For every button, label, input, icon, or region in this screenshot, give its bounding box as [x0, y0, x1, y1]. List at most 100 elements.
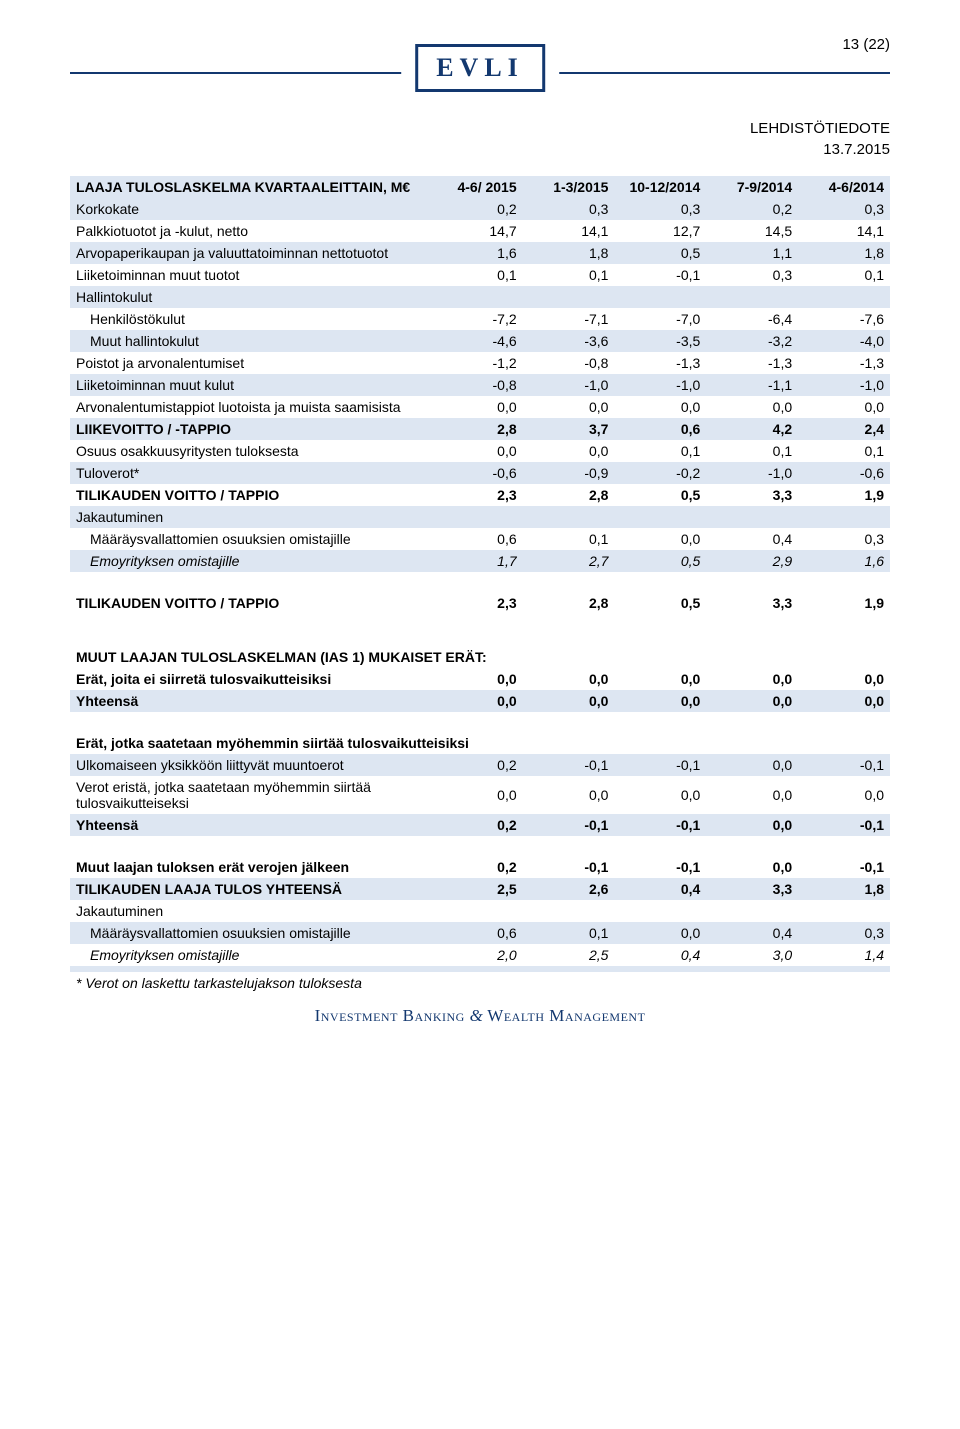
cell-value: 0,4: [614, 944, 706, 966]
cell-value: -1,0: [614, 374, 706, 396]
cell-value: 0,0: [798, 690, 890, 712]
row-label: TILIKAUDEN LAAJA TULOS YHTEENSÄ: [70, 878, 431, 900]
page: 13 (22) EVLI LEHDISTÖTIEDOTE 13.7.2015 L…: [0, 0, 960, 1054]
cell-value: 0,0: [614, 668, 706, 690]
cell-value: 2,7: [523, 550, 615, 572]
table-row: Hallintokulut: [70, 286, 890, 308]
cell-value: [798, 900, 890, 922]
table-row: Muut hallintokulut-4,6-3,6-3,5-3,2-4,0: [70, 330, 890, 352]
cell-value: -0,1: [523, 856, 615, 878]
col-header: 7-9/2014: [706, 176, 798, 198]
financial-table: LAAJA TULOSLASKELMA KVARTAALEITTAIN, M€ …: [70, 176, 890, 994]
cell-value: [431, 900, 523, 922]
cell-value: -0,1: [523, 754, 615, 776]
section-title: Erät, jotka saatetaan myöhemmin siirtää …: [70, 732, 890, 754]
cell-value: -0,8: [523, 352, 615, 374]
cell-value: 0,0: [523, 690, 615, 712]
cell-value: 0,0: [431, 440, 523, 462]
cell-value: 1,9: [798, 592, 890, 614]
cell-value: -7,2: [431, 308, 523, 330]
cell-value: 0,0: [706, 814, 798, 836]
cell-value: 1,9: [798, 484, 890, 506]
logo-wrap: EVLI: [401, 44, 559, 92]
cell-value: [798, 506, 890, 528]
cell-value: -1,0: [523, 374, 615, 396]
table-row: Määräysvallattomien osuuksien omistajill…: [70, 922, 890, 944]
cell-value: -1,0: [798, 374, 890, 396]
row-label: Korkokate: [70, 198, 431, 220]
cell-value: [523, 900, 615, 922]
col-header: 1-3/2015: [523, 176, 615, 198]
cell-value: 2,0: [431, 944, 523, 966]
row-label: Palkkiotuotot ja -kulut, netto: [70, 220, 431, 242]
cell-value: 3,7: [523, 418, 615, 440]
cell-value: 0,1: [431, 264, 523, 286]
cell-value: 2,9: [706, 550, 798, 572]
cell-value: 2,4: [798, 418, 890, 440]
cell-value: -0,1: [614, 264, 706, 286]
table-row: Verot eristä, jotka saatetaan myöhemmin …: [70, 776, 890, 814]
cell-value: 0,3: [523, 198, 615, 220]
row-label: LIIKEVOITTO / -TAPPIO: [70, 418, 431, 440]
row-label: Emoyrityksen omistajille: [70, 944, 431, 966]
cell-value: 2,3: [431, 592, 523, 614]
cell-value: 0,2: [431, 198, 523, 220]
cell-value: -0,9: [523, 462, 615, 484]
cell-value: 2,3: [431, 484, 523, 506]
cell-value: 0,0: [431, 668, 523, 690]
cell-value: 2,8: [523, 484, 615, 506]
cell-value: -3,5: [614, 330, 706, 352]
cell-value: 0,5: [614, 592, 706, 614]
footer-tagline: Investment Banking & Wealth Management: [0, 1006, 960, 1026]
cell-value: 3,3: [706, 878, 798, 900]
col-header: 4-6/2014: [798, 176, 890, 198]
cell-value: [523, 286, 615, 308]
cell-value: -1,2: [431, 352, 523, 374]
cell-value: 0,0: [706, 396, 798, 418]
cell-value: 2,5: [523, 944, 615, 966]
cell-value: -1,3: [614, 352, 706, 374]
cell-value: -7,1: [523, 308, 615, 330]
footnote: * Verot on laskettu tarkastelujakson tul…: [70, 972, 890, 994]
row-label: TILIKAUDEN VOITTO / TAPPIO: [70, 592, 431, 614]
cell-value: -7,0: [614, 308, 706, 330]
cell-value: -0,1: [798, 856, 890, 878]
cell-value: -0,1: [523, 814, 615, 836]
cell-value: [431, 506, 523, 528]
table-row: Osuus osakkuusyritysten tuloksesta0,00,0…: [70, 440, 890, 462]
cell-value: 0,0: [523, 776, 615, 814]
table-row: Liiketoiminnan muut kulut-0,8-1,0-1,0-1,…: [70, 374, 890, 396]
table-row: [70, 712, 890, 732]
cell-value: 0,2: [431, 856, 523, 878]
table-title: LAAJA TULOSLASKELMA KVARTAALEITTAIN, M€: [70, 176, 431, 198]
cell-value: 0,6: [614, 418, 706, 440]
cell-value: -0,6: [798, 462, 890, 484]
row-label: Määräysvallattomien osuuksien omistajill…: [70, 922, 431, 944]
table-row: Poistot ja arvonalentumiset-1,2-0,8-1,3-…: [70, 352, 890, 374]
cell-value: 0,0: [614, 776, 706, 814]
cell-value: 0,0: [523, 396, 615, 418]
cell-value: 1,6: [431, 242, 523, 264]
cell-value: 0,3: [798, 198, 890, 220]
table-row: Palkkiotuotot ja -kulut, netto14,714,112…: [70, 220, 890, 242]
cell-value: -4,6: [431, 330, 523, 352]
cell-value: 0,0: [523, 668, 615, 690]
table-row: * Verot on laskettu tarkastelujakson tul…: [70, 972, 890, 994]
table-row: Arvopaperikaupan ja valuuttatoiminnan ne…: [70, 242, 890, 264]
cell-value: -0,1: [614, 856, 706, 878]
row-label: Muut hallintokulut: [70, 330, 431, 352]
table-row: TILIKAUDEN LAAJA TULOS YHTEENSÄ2,52,60,4…: [70, 878, 890, 900]
row-label: Jakautuminen: [70, 506, 431, 528]
col-header: 10-12/2014: [614, 176, 706, 198]
cell-value: 1,8: [523, 242, 615, 264]
cell-value: 0,0: [614, 690, 706, 712]
cell-value: 1,1: [706, 242, 798, 264]
table-row: Ulkomaiseen yksikköön liittyvät muuntoer…: [70, 754, 890, 776]
cell-value: [614, 900, 706, 922]
table-header-row: LAAJA TULOSLASKELMA KVARTAALEITTAIN, M€ …: [70, 176, 890, 198]
row-label: Erät, joita ei siirretä tulosvaikutteisi…: [70, 668, 431, 690]
cell-value: -6,4: [706, 308, 798, 330]
table-row: Tuloverot*-0,6-0,9-0,2-1,0-0,6: [70, 462, 890, 484]
cell-value: -1,3: [706, 352, 798, 374]
cell-value: 14,7: [431, 220, 523, 242]
